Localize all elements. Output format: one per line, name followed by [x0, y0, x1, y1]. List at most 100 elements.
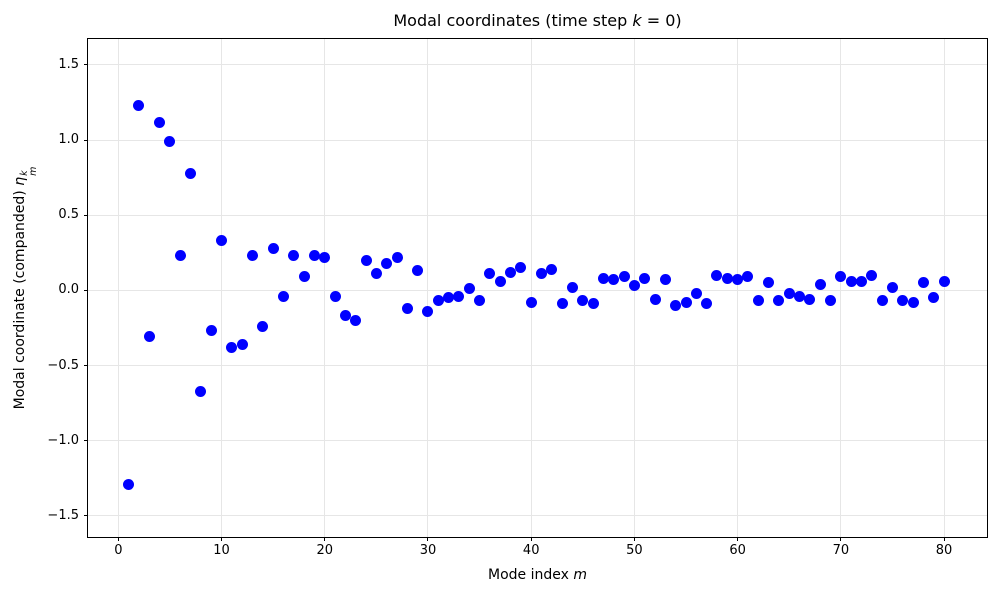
data-point — [763, 277, 775, 289]
data-point — [525, 296, 537, 308]
x-gridline — [530, 39, 532, 537]
data-point — [794, 290, 806, 302]
y-tick — [84, 64, 88, 66]
y-axis-label-var-eta: η — [12, 176, 28, 186]
data-point — [298, 271, 310, 283]
data-point — [370, 268, 382, 280]
y-tick — [84, 515, 88, 517]
x-axis-label-var-m: m — [573, 567, 587, 583]
y-tick-label: 0.0 — [58, 282, 79, 298]
x-tick-label: 10 — [213, 543, 230, 558]
x-gridline — [427, 39, 429, 537]
data-point — [463, 283, 475, 295]
data-point — [453, 290, 465, 302]
data-point — [494, 275, 506, 287]
data-point — [133, 100, 145, 112]
data-point — [154, 116, 166, 128]
x-tick — [530, 537, 532, 541]
y-tick-label: −0.5 — [47, 357, 79, 373]
data-point — [649, 293, 661, 305]
x-tick — [117, 537, 119, 541]
data-point — [443, 292, 455, 304]
x-axis-label-text: Mode index — [488, 567, 574, 583]
x-gridline — [117, 39, 119, 537]
data-point — [577, 295, 589, 307]
data-point — [855, 275, 867, 287]
x-gridline — [324, 39, 326, 537]
data-point — [360, 254, 372, 266]
x-tick-label: 70 — [832, 543, 850, 558]
plot-area: 0 10 20 30 40 50 60 70 80 −1.5 −1.0 −0.5 0.0 0.5 1.0 1.… — [47, 38, 988, 558]
data-point — [484, 268, 496, 280]
data-point — [556, 298, 568, 310]
y-axis-label-text: Modal coordinate (companded) — [12, 185, 28, 410]
data-point — [639, 272, 651, 284]
data-point — [505, 266, 517, 278]
data-point — [391, 251, 403, 263]
data-point — [886, 281, 898, 293]
y-gridline — [88, 365, 987, 367]
data-point — [566, 281, 578, 293]
data-point — [308, 250, 320, 262]
x-tick — [633, 537, 635, 541]
y-gridline — [88, 440, 987, 442]
x-gridline — [221, 39, 223, 537]
data-point — [670, 299, 682, 311]
y-tick-label: 1.0 — [58, 132, 79, 148]
data-point — [185, 167, 197, 179]
data-point — [597, 272, 609, 284]
data-point — [917, 277, 929, 289]
y-tick-label: −1.5 — [47, 507, 79, 523]
data-point — [412, 265, 424, 277]
data-point — [701, 298, 713, 310]
chart-title-suffix: = 0) — [641, 11, 682, 30]
data-point — [804, 293, 816, 305]
data-point — [680, 296, 692, 308]
data-point — [257, 320, 269, 332]
data-point — [690, 287, 702, 299]
chart-title-var-k: k — [632, 11, 642, 30]
data-point — [195, 385, 207, 397]
data-point — [659, 274, 671, 286]
x-tick-label: 80 — [935, 543, 953, 558]
data-point — [928, 292, 940, 304]
y-gridline — [88, 289, 987, 291]
data-point — [401, 302, 413, 314]
data-point — [546, 263, 558, 275]
data-point — [277, 290, 289, 302]
data-point — [174, 250, 186, 262]
data-point — [608, 274, 620, 286]
x-tick — [943, 537, 945, 541]
x-gridline — [840, 39, 842, 537]
x-tick-label: 40 — [522, 543, 540, 558]
data-point — [205, 325, 217, 337]
data-point — [319, 251, 331, 263]
y-tick-label: 0.5 — [58, 207, 79, 223]
data-point — [422, 305, 434, 317]
data-point — [216, 235, 228, 247]
data-point — [164, 136, 176, 148]
y-tick — [84, 139, 88, 141]
data-point — [732, 274, 744, 286]
data-point — [474, 295, 486, 307]
y-gridline — [88, 64, 987, 66]
x-gridline — [737, 39, 739, 537]
x-tick-label: 60 — [729, 543, 746, 558]
x-tick-label: 30 — [419, 543, 437, 558]
data-point — [288, 250, 300, 262]
data-point — [711, 269, 723, 281]
x-axis-label: Mode index m — [87, 567, 988, 583]
data-point — [825, 295, 837, 307]
data-point — [267, 242, 279, 254]
data-point — [381, 257, 393, 269]
y-gridline — [88, 139, 987, 141]
x-tick — [840, 537, 842, 541]
data-point — [907, 296, 919, 308]
y-tick-label: −1.0 — [47, 432, 79, 448]
data-point — [587, 298, 599, 310]
y-tick-label: 1.5 — [58, 56, 79, 72]
y-tick — [84, 365, 88, 367]
data-point — [236, 339, 248, 350]
